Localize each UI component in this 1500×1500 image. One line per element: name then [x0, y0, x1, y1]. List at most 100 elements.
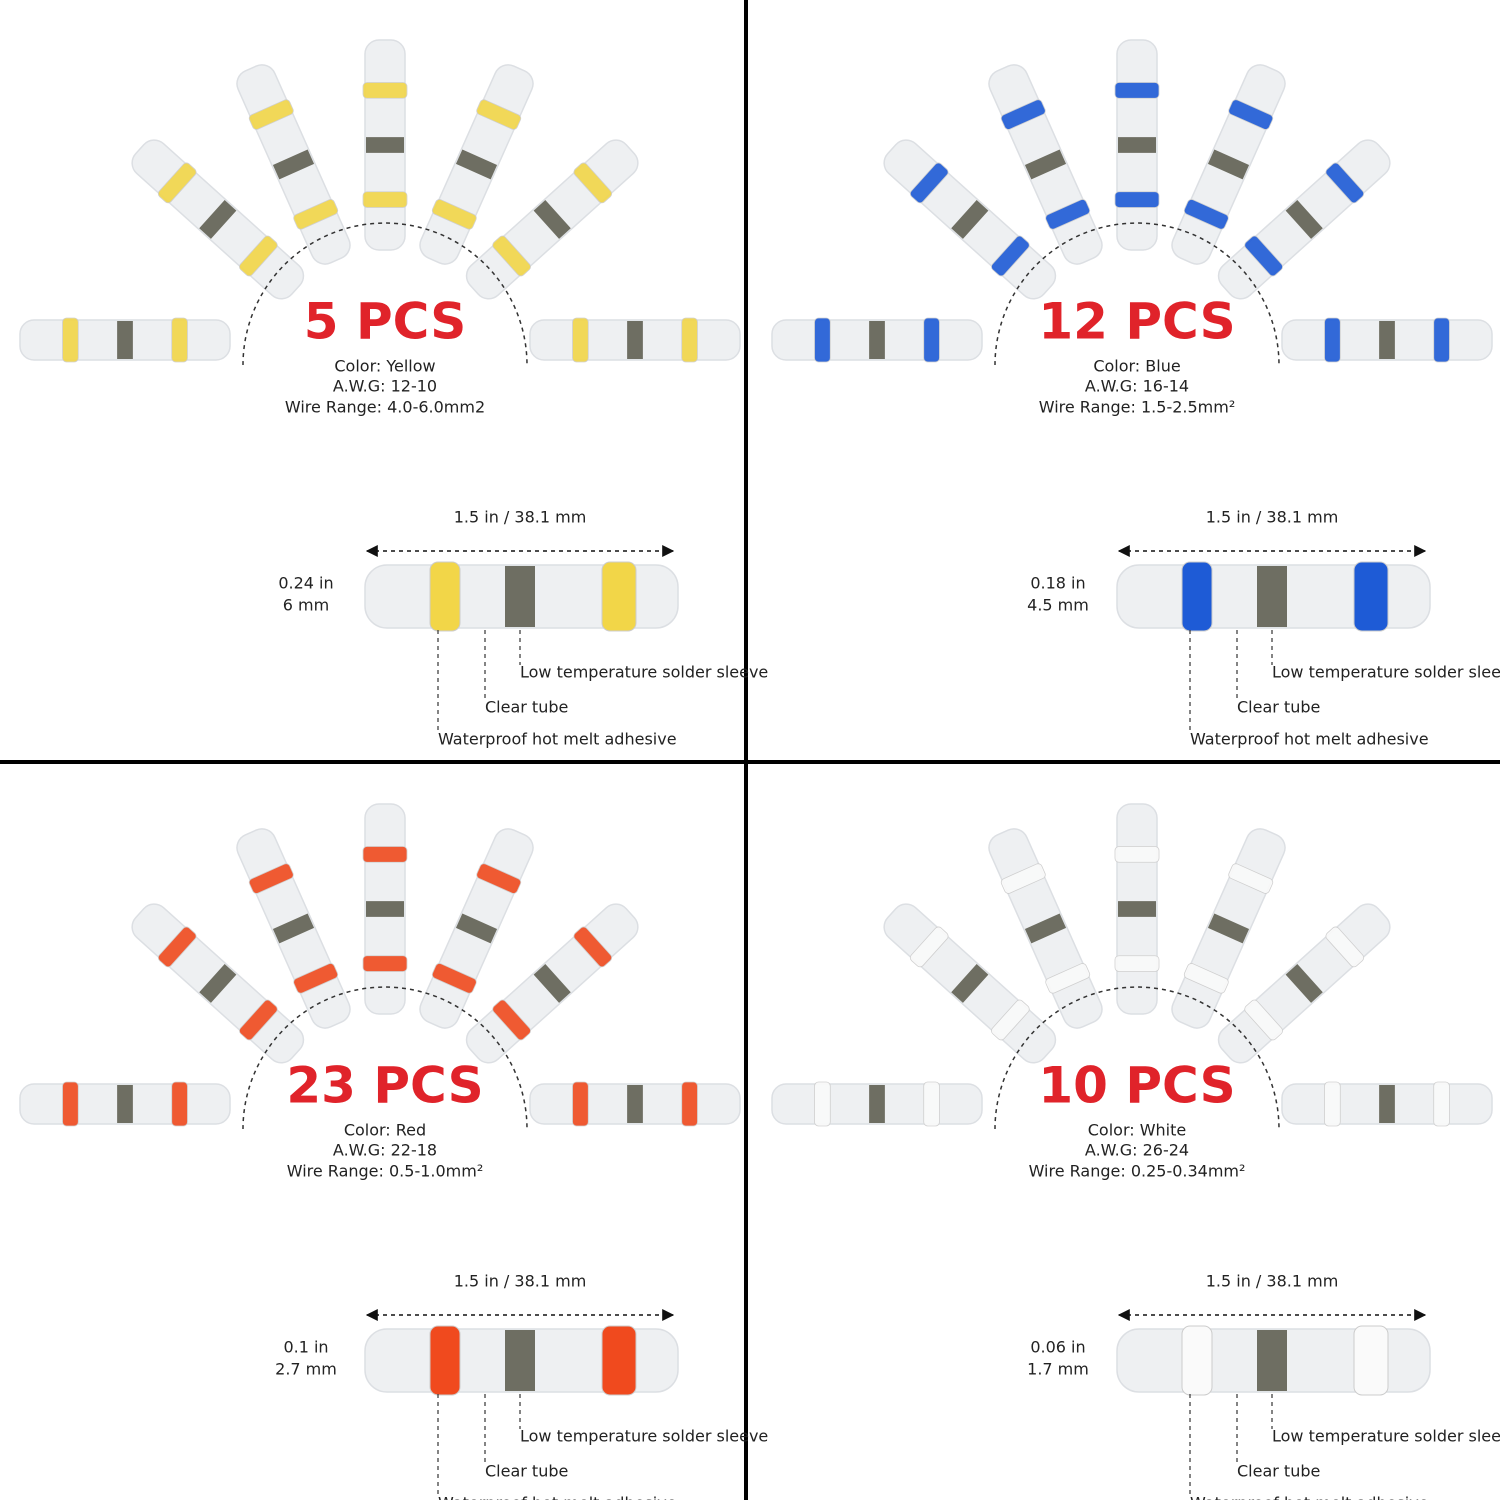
adhesive-band	[362, 955, 408, 972]
adhesive-band	[909, 926, 949, 968]
connector	[771, 1081, 983, 1127]
adhesive-band	[573, 926, 613, 968]
diameter-in: 0.06 in	[1030, 1338, 1085, 1357]
adhesive-band	[362, 191, 408, 208]
diameter-mm: 1.7 mm	[1027, 1360, 1089, 1379]
wire-range-info: Wire Range: 4.0-6.0mm2	[285, 398, 485, 417]
connector	[362, 39, 408, 251]
adhesive-band	[601, 1325, 637, 1396]
connector	[131, 139, 305, 300]
diameter-mm: 4.5 mm	[1027, 596, 1089, 615]
adhesive-band	[1000, 863, 1046, 894]
dashed-arc	[994, 222, 1280, 366]
adhesive-label: Waterproof hot melt adhesive	[438, 1494, 677, 1500]
adhesive-band	[1183, 199, 1229, 230]
adhesive-band	[1045, 199, 1091, 230]
connector	[19, 1081, 231, 1127]
adhesive-band	[476, 863, 522, 894]
pcs-count: 10 PCS	[1038, 1057, 1235, 1115]
solder-sleeve	[366, 137, 404, 153]
adhesive-band	[429, 1325, 461, 1396]
connector-detail	[1116, 561, 1431, 632]
adhesive-band	[923, 317, 940, 363]
solder-sleeve	[533, 964, 571, 1003]
diameter-in: 0.24 in	[278, 574, 333, 593]
length-label: 1.5 in / 38.1 mm	[454, 508, 587, 527]
solder-sleeve	[1257, 1330, 1287, 1391]
connector	[1114, 39, 1160, 251]
adhesive-band	[572, 317, 589, 363]
adhesive-band	[1181, 561, 1213, 632]
adhesive-band	[62, 317, 79, 363]
connector	[362, 803, 408, 1015]
adhesive-band	[991, 235, 1030, 277]
adhesive-band	[1244, 235, 1283, 277]
connector-detail	[364, 561, 679, 632]
solder-label: Low temperature solder sleeve	[520, 663, 768, 682]
adhesive-band	[362, 846, 408, 863]
length-label: 1.5 in / 38.1 mm	[454, 1272, 587, 1291]
adhesive-band	[239, 999, 278, 1041]
solder-sleeve	[505, 566, 535, 627]
solder-sleeve	[627, 321, 643, 359]
adhesive-label: Waterproof hot melt adhesive	[1190, 730, 1429, 749]
adhesive-band	[248, 99, 294, 130]
adhesive-band	[601, 561, 637, 632]
adhesive-band	[1114, 955, 1160, 972]
wire-range-info: Wire Range: 0.25-0.34mm²	[1029, 1162, 1246, 1181]
adhesive-band	[248, 863, 294, 894]
solder-sleeve	[1379, 1085, 1395, 1123]
awg-info: A.W.G: 12-10	[333, 377, 437, 396]
pcs-count: 12 PCS	[1038, 293, 1235, 351]
tube-label: Clear tube	[1237, 698, 1320, 717]
solder-sleeve	[117, 321, 133, 359]
adhesive-band	[814, 317, 831, 363]
adhesive-band	[1353, 1325, 1389, 1396]
connector	[1114, 803, 1160, 1015]
adhesive-band	[572, 1081, 589, 1127]
connector	[771, 317, 983, 363]
solder-sleeve	[455, 913, 498, 944]
tube-label: Clear tube	[485, 1462, 568, 1481]
adhesive-band	[62, 1081, 79, 1127]
adhesive-band	[1244, 999, 1283, 1041]
color-info: Color: Red	[344, 1121, 426, 1140]
solder-sleeve	[951, 200, 989, 239]
connector	[236, 828, 351, 1029]
adhesive-band	[1114, 846, 1160, 863]
adhesive-band	[1181, 1325, 1213, 1396]
solder-sleeve	[869, 321, 885, 359]
solder-sleeve	[1257, 566, 1287, 627]
solder-sleeve	[1024, 149, 1067, 180]
solder-sleeve	[1207, 149, 1250, 180]
adhesive-band	[1228, 99, 1274, 130]
solder-sleeve	[951, 964, 989, 1003]
solder-sleeve	[199, 200, 237, 239]
dashed-arc	[242, 222, 528, 366]
connector	[529, 317, 741, 363]
tube-label: Clear tube	[485, 698, 568, 717]
connector	[419, 828, 534, 1029]
color-info: Color: Blue	[1093, 357, 1180, 376]
connector	[1171, 828, 1286, 1029]
connector	[1217, 139, 1391, 300]
wire-range-info: Wire Range: 1.5-2.5mm²	[1039, 398, 1236, 417]
adhesive-band	[157, 162, 197, 204]
connector	[1171, 64, 1286, 265]
connector	[419, 64, 534, 265]
color-info: Color: White	[1088, 1121, 1187, 1140]
adhesive-band	[171, 317, 188, 363]
diameter-in: 0.18 in	[1030, 574, 1085, 593]
connector	[988, 828, 1103, 1029]
adhesive-band	[1433, 317, 1450, 363]
adhesive-band	[429, 561, 461, 632]
adhesive-band	[923, 1081, 940, 1127]
tube-label: Clear tube	[1237, 1462, 1320, 1481]
solder-label: Low temperature solder sleeve	[520, 1427, 768, 1446]
connector	[1281, 317, 1493, 363]
solder-sleeve	[1285, 200, 1323, 239]
connector	[883, 139, 1057, 300]
